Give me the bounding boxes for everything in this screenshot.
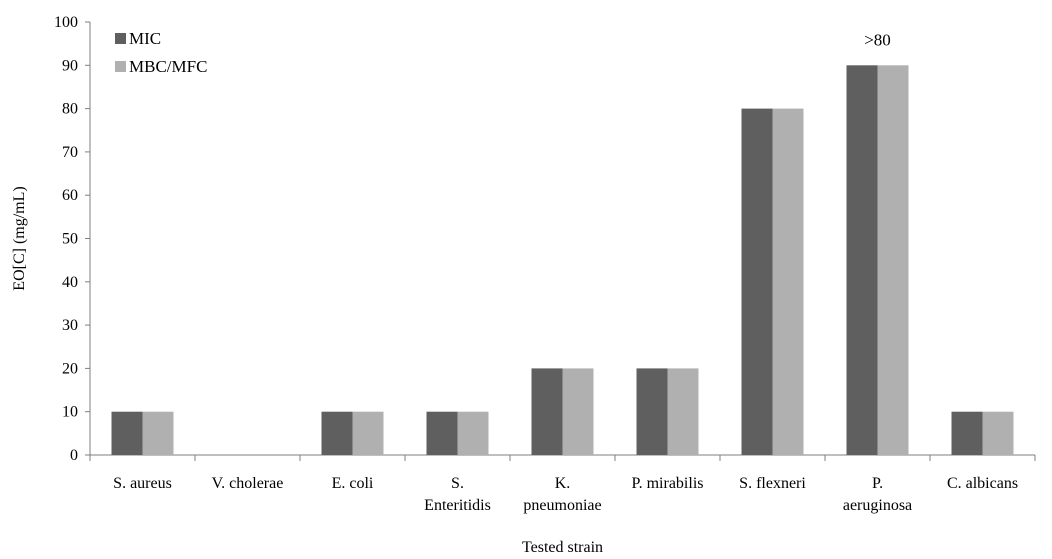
bar-mbc-mfc-2 — [352, 411, 384, 455]
x-category-label: P. mirabilis — [631, 475, 703, 492]
x-category-label: P. — [872, 475, 883, 492]
x-category-label: E. coli — [332, 475, 374, 492]
bar-mbc-mfc-5 — [667, 368, 699, 455]
bar-mbc-mfc-7 — [877, 65, 909, 456]
bar-mic-0 — [111, 411, 143, 455]
legend: MIC MBC/MFC — [115, 29, 207, 76]
y-tick-label: 70 — [62, 144, 78, 161]
bar-mbc-mfc-8 — [982, 411, 1014, 455]
bar-mbc-mfc-4 — [562, 368, 594, 455]
bar-mbc-mfc-6 — [772, 108, 804, 455]
bar-mic-7 — [846, 65, 878, 456]
bar-mic-2 — [321, 411, 353, 455]
y-tick-label: 50 — [62, 231, 78, 248]
x-category-label: S. flexneri — [739, 475, 806, 492]
legend-label-mbc-mfc: MBC/MFC — [129, 57, 207, 76]
bar-mbc-mfc-3 — [457, 411, 489, 455]
y-tick-label: 40 — [62, 274, 78, 291]
y-tick-label: 60 — [62, 187, 78, 204]
y-tick-label: 100 — [54, 14, 78, 31]
y-tick-label: 20 — [62, 360, 78, 377]
x-category-label: Enteritidis — [424, 497, 491, 514]
y-tick-label: 0 — [70, 447, 78, 464]
y-tick-label: 80 — [62, 101, 78, 118]
x-category-label: V. cholerae — [212, 475, 284, 492]
category-labels: S. aureus V. cholerae E. coli S. Enteritidis… — [113, 475, 1018, 514]
y-axis-title: EO[C] (mg/mL) — [11, 186, 28, 290]
bar-mic-3 — [426, 411, 458, 455]
legend-label-mic: MIC — [129, 29, 161, 48]
x-category-label: S. aureus — [113, 475, 172, 492]
bar-mic-6 — [741, 108, 773, 455]
x-category-label: pneumoniae — [523, 497, 601, 514]
x-axis-title: Tested strain — [522, 539, 603, 556]
annotations: >80 — [864, 30, 891, 49]
y-tick-label: 30 — [62, 317, 78, 334]
y-tick-label: 10 — [62, 404, 78, 421]
x-category-label: aeruginosa — [843, 497, 912, 514]
x-category-label: C. albicans — [947, 475, 1018, 492]
x-category-label: K. — [555, 475, 571, 492]
bar-mbc-mfc-0 — [142, 411, 174, 455]
bar-mic-8 — [951, 411, 983, 455]
legend-swatch-mic — [115, 33, 126, 44]
legend-swatch-mbc-mfc — [115, 61, 126, 72]
annotation-label: >80 — [864, 30, 891, 49]
x-category-label: S. — [451, 475, 464, 492]
bar-mic-4 — [531, 368, 563, 455]
bars — [111, 65, 1014, 456]
y-axis: 0 10 20 30 40 50 60 70 80 90 100 — [54, 14, 91, 464]
x-axis — [89, 454, 1036, 461]
y-tick-label: 90 — [62, 57, 78, 74]
bar-mic-5 — [636, 368, 668, 455]
